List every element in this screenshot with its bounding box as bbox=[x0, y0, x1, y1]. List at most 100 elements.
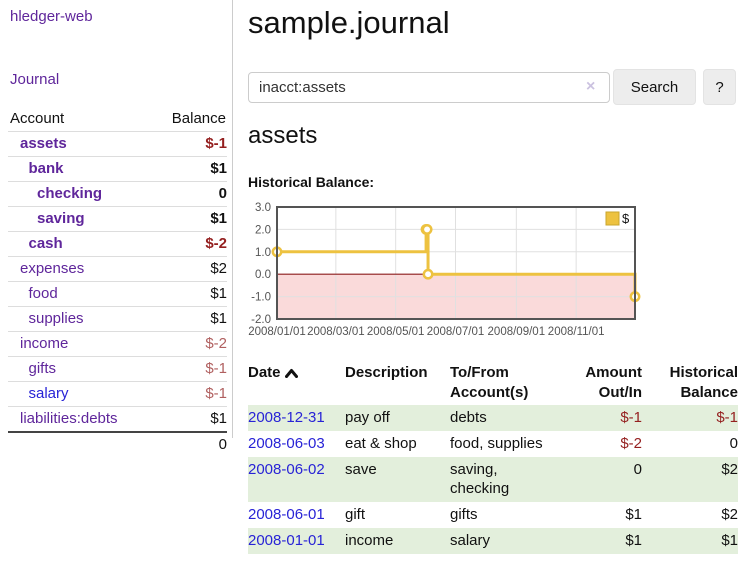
account-balance: $1 bbox=[151, 306, 227, 332]
main-content: sample.journal × Search ? assets Histori… bbox=[248, 0, 742, 582]
transaction-description: pay off bbox=[345, 409, 390, 426]
x-tick-label: 2008/07/01 bbox=[427, 326, 485, 338]
account-link[interactable]: saving bbox=[37, 210, 85, 227]
transaction-description: income bbox=[345, 532, 394, 549]
account-row: cash $-2 bbox=[8, 231, 227, 257]
x-tick-label: 2008/03/01 bbox=[307, 326, 365, 338]
sidebar-item-journal[interactable]: Journal bbox=[10, 71, 60, 88]
y-tick-label: 0.0 bbox=[255, 269, 271, 281]
transaction-accounts: saving, checking bbox=[450, 461, 510, 497]
x-tick-label: 2008/01/01 bbox=[248, 326, 306, 338]
transaction-description: save bbox=[345, 461, 377, 478]
transaction-amount: $-2 bbox=[620, 435, 642, 452]
x-tick-label: 2008/05/01 bbox=[367, 326, 425, 338]
account-heading: assets bbox=[248, 122, 318, 149]
balance-column-header2: Historical Balance bbox=[669, 364, 738, 401]
description-column-header: Description bbox=[345, 364, 428, 381]
transaction-date-link[interactable]: 2008-01-01 bbox=[248, 532, 325, 549]
transaction-row: 2008-06-02 save saving, checking 0 $2 bbox=[248, 457, 738, 502]
help-button[interactable]: ? bbox=[703, 69, 736, 105]
account-link[interactable]: gifts bbox=[28, 360, 57, 377]
accounts-total-row: 0 bbox=[8, 431, 227, 457]
transaction-balance: 0 bbox=[729, 435, 738, 452]
clear-search-icon[interactable]: × bbox=[586, 78, 596, 95]
transaction-description: eat & shop bbox=[345, 435, 417, 452]
account-balance: $1 bbox=[151, 406, 227, 432]
transaction-accounts: gifts bbox=[450, 506, 478, 523]
app-brand-link[interactable]: hledger-web bbox=[10, 8, 93, 25]
account-link[interactable]: supplies bbox=[28, 310, 84, 327]
y-tick-label: -2.0 bbox=[251, 314, 271, 326]
transaction-date-link[interactable]: 2008-06-03 bbox=[248, 435, 325, 452]
account-link[interactable]: checking bbox=[37, 185, 103, 202]
y-tick-label: 1.0 bbox=[255, 247, 271, 259]
search-button[interactable]: Search bbox=[613, 69, 696, 105]
account-row: food $1 bbox=[8, 281, 227, 307]
transaction-date-link[interactable]: 2008-06-02 bbox=[248, 461, 325, 478]
account-balance: $-2 bbox=[151, 331, 227, 357]
account-row: salary $-1 bbox=[8, 381, 227, 407]
register-header-row: Date Description To/From Account(s) Amou… bbox=[248, 362, 738, 405]
transaction-row: 2008-06-03 eat & shop food, supplies $-2 0 bbox=[248, 431, 738, 457]
account-row: expenses $2 bbox=[8, 256, 227, 282]
account-link[interactable]: food bbox=[28, 285, 58, 302]
account-row: gifts $-1 bbox=[8, 356, 227, 382]
transaction-balance: $2 bbox=[721, 506, 738, 523]
transaction-date-link[interactable]: 2008-12-31 bbox=[248, 409, 325, 426]
account-row: checking 0 bbox=[8, 181, 227, 207]
transaction-accounts: food, supplies bbox=[450, 435, 543, 452]
plot-border bbox=[276, 206, 636, 320]
account-balance: 0 bbox=[151, 181, 227, 207]
account-link[interactable]: bank bbox=[28, 160, 64, 177]
data-point-marker bbox=[422, 268, 434, 280]
transaction-row: 2008-12-31 pay off debts $-1 $-1 bbox=[248, 405, 738, 431]
account-balance: $1 bbox=[151, 206, 227, 232]
accounts-table-header: Account Balance bbox=[8, 107, 227, 132]
transaction-amount: $1 bbox=[625, 506, 642, 523]
transaction-date-link[interactable]: 2008-06-01 bbox=[248, 506, 325, 523]
accounts-table: Account Balance assets $-1 bank $1 checking 0… bbox=[8, 107, 227, 457]
account-link[interactable]: liabilities:debts bbox=[20, 410, 118, 427]
account-row: bank $1 bbox=[8, 156, 227, 182]
account-row: liabilities:debts $1 bbox=[8, 406, 227, 432]
amount-column-header: Amount Out/In bbox=[585, 364, 642, 401]
transaction-balance: $-1 bbox=[716, 409, 738, 426]
transaction-accounts: debts bbox=[450, 409, 487, 426]
account-row: assets $-1 bbox=[8, 131, 227, 157]
transaction-amount: $-1 bbox=[620, 409, 642, 426]
date-column-header[interactable]: Date bbox=[248, 362, 345, 405]
accounts-column-header: To/From Account(s) bbox=[450, 364, 529, 401]
page-title: sample.journal bbox=[248, 5, 450, 40]
sort-asc-icon bbox=[284, 369, 298, 378]
transaction-amount: $1 bbox=[625, 532, 642, 549]
account-balance: $1 bbox=[151, 281, 227, 307]
transaction-row: 2008-01-01 income salary $1 $1 bbox=[248, 528, 738, 554]
transaction-balance: $2 bbox=[721, 461, 738, 478]
account-column-header: Account bbox=[10, 110, 65, 127]
account-balance: $1 bbox=[151, 156, 227, 182]
y-tick-label: 2.0 bbox=[255, 224, 271, 236]
x-tick-label: 2008/09/01 bbox=[488, 326, 546, 338]
transaction-amount: 0 bbox=[633, 461, 642, 478]
account-link[interactable]: salary bbox=[28, 385, 69, 402]
search-input[interactable] bbox=[248, 72, 610, 103]
transaction-row: 2008-06-01 gift gifts $1 $2 bbox=[248, 502, 738, 528]
account-balance: $-1 bbox=[151, 131, 227, 157]
account-link[interactable]: expenses bbox=[20, 260, 85, 277]
account-balance: $-1 bbox=[151, 356, 227, 382]
legend-swatch bbox=[605, 211, 620, 226]
transaction-balance: $1 bbox=[721, 532, 738, 549]
account-link[interactable]: cash bbox=[28, 235, 63, 252]
accounts-total-value: 0 bbox=[151, 431, 227, 457]
account-link[interactable]: income bbox=[20, 335, 69, 352]
x-tick-label: 2008/11/01 bbox=[548, 326, 605, 338]
search-form: × Search ? bbox=[248, 68, 742, 106]
transaction-accounts: salary bbox=[450, 532, 491, 549]
account-link[interactable]: assets bbox=[20, 135, 67, 152]
balance-column-header: Balance bbox=[171, 110, 226, 127]
account-row: income $-2 bbox=[8, 331, 227, 357]
register-table: Date Description To/From Account(s) Amou… bbox=[248, 362, 738, 554]
accounts-table-body: assets $-1 bank $1 checking 0 saving $1 cash $-2 e… bbox=[8, 131, 227, 457]
account-balance: $2 bbox=[151, 256, 227, 282]
